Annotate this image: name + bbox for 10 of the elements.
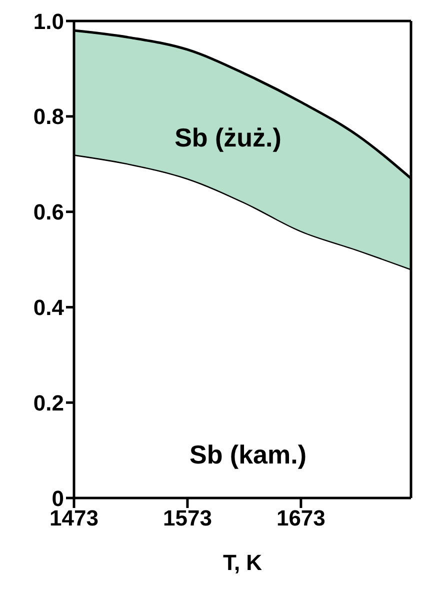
y-tick-label: 0.8 (33, 104, 64, 130)
annotation: Sb (kam.) (189, 440, 307, 470)
x-tick-label: 1573 (162, 506, 212, 531)
y-tick-label: 0.2 (33, 390, 64, 416)
y-tick-label: 1.0 (33, 8, 64, 34)
y-tick-label: 0.6 (33, 200, 64, 225)
y-tick-label: 0.4 (33, 295, 65, 320)
x-tick-label: 1673 (276, 506, 326, 531)
annotation: Sb (żuż.) (174, 122, 282, 154)
x-axis-title: T, K (222, 550, 262, 575)
